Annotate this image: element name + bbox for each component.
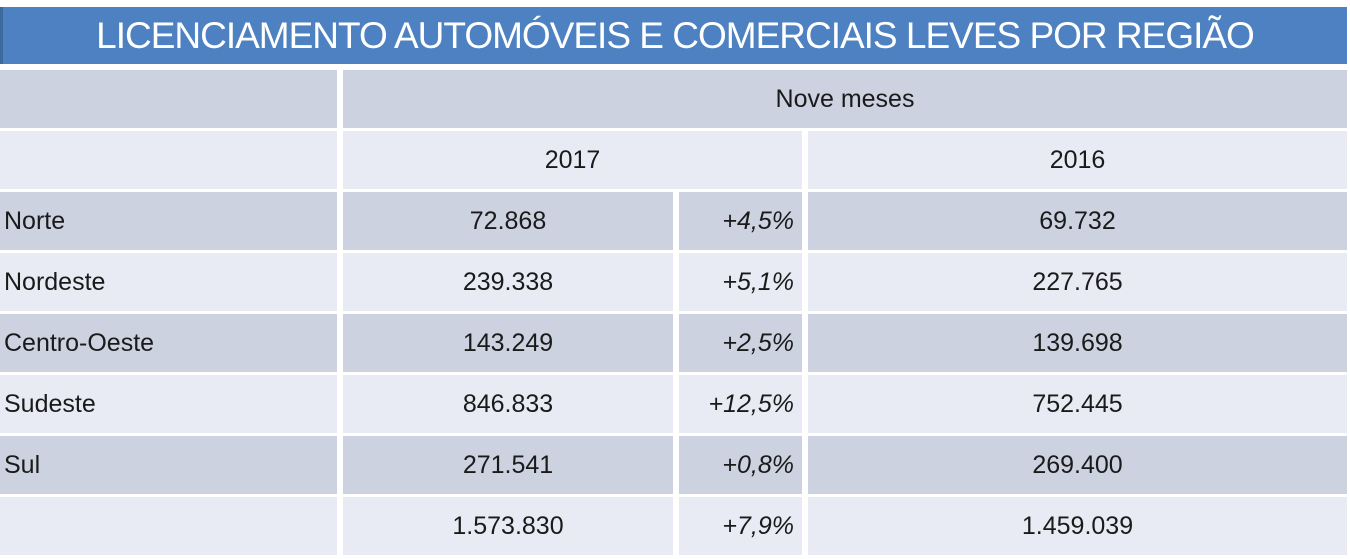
region-name: Sul	[0, 436, 343, 497]
year-2017-header: 2017	[343, 131, 808, 192]
title-banner: LICENCIAMENTO AUTOMÓVEIS E COMERCIAIS LE…	[0, 7, 1347, 64]
pct-change: +12,5%	[679, 375, 808, 436]
value-2017: 239.338	[343, 253, 679, 314]
pct-change: +2,5%	[679, 314, 808, 375]
corner-cell-empty	[0, 70, 343, 131]
table-row-nordeste: Nordeste 239.338 +5,1% 227.765	[0, 253, 1347, 314]
value-2017: 72.868	[343, 192, 679, 253]
table-row-sul: Sul 271.541 +0,8% 269.400	[0, 436, 1347, 497]
value-2016: 139.698	[808, 314, 1347, 375]
region-name: Sudeste	[0, 375, 343, 436]
table-row-centro-oeste: Centro-Oeste 143.249 +2,5% 139.698	[0, 314, 1347, 375]
total-row-empty-cell	[0, 497, 343, 555]
value-2017: 271.541	[343, 436, 679, 497]
pct-change: +4,5%	[679, 192, 808, 253]
table-row-sudeste: Sudeste 846.833 +12,5% 752.445	[0, 375, 1347, 436]
total-pct-change: +7,9%	[679, 497, 808, 555]
region-name: Centro-Oeste	[0, 314, 343, 375]
year-header-row: 2017 2016	[0, 131, 1347, 192]
value-2017: 846.833	[343, 375, 679, 436]
region-name: Nordeste	[0, 253, 343, 314]
period-header-cell: Nove meses	[343, 70, 1347, 131]
value-2016: 227.765	[808, 253, 1347, 314]
region-name: Norte	[0, 192, 343, 253]
value-2016: 269.400	[808, 436, 1347, 497]
total-value-2016: 1.459.039	[808, 497, 1347, 555]
licensing-table: Nove meses 2017 2016 Norte 72.868 +4,5% …	[0, 70, 1347, 555]
year-row-empty-cell	[0, 131, 343, 192]
value-2017: 143.249	[343, 314, 679, 375]
value-2016: 752.445	[808, 375, 1347, 436]
pct-change: +0,8%	[679, 436, 808, 497]
page-title: LICENCIAMENTO AUTOMÓVEIS E COMERCIAIS LE…	[96, 14, 1255, 56]
period-header-row: Nove meses	[0, 70, 1347, 131]
table-row-norte: Norte 72.868 +4,5% 69.732	[0, 192, 1347, 253]
pct-change: +5,1%	[679, 253, 808, 314]
total-value-2017: 1.573.830	[343, 497, 679, 555]
value-2016: 69.732	[808, 192, 1347, 253]
table-row-total: 1.573.830 +7,9% 1.459.039	[0, 497, 1347, 555]
year-2016-header: 2016	[808, 131, 1347, 192]
